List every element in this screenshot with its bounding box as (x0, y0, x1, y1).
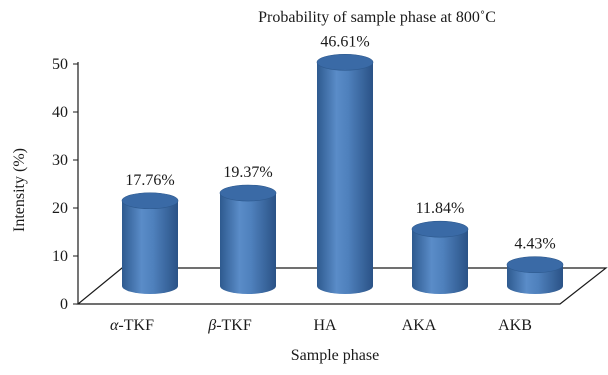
y-tick-label: 40 (52, 104, 68, 121)
data-label: 46.61% (320, 33, 369, 50)
y-tick-label: 0 (60, 296, 68, 313)
y-axis-ticks: 0 10 20 30 40 50 (52, 56, 78, 313)
y-tick-label: 10 (52, 248, 68, 265)
bar-body (317, 62, 373, 294)
bar-body (507, 264, 563, 294)
x-tick-label: AKA (402, 317, 437, 334)
bar-body (412, 229, 468, 294)
bar-top (506, 256, 564, 274)
x-tick-label: β-TKF (207, 317, 252, 334)
chart-title: Probability of sample phase at 800˚C (258, 9, 496, 26)
bar-top (316, 53, 374, 71)
bar-top (121, 192, 179, 210)
x-axis-title: Sample phase (291, 347, 379, 364)
x-tick-label: α-TKF (110, 317, 154, 334)
data-label: 11.84% (416, 200, 465, 217)
data-label: 19.37% (223, 164, 272, 181)
bars-group (121, 53, 564, 294)
bar (121, 192, 179, 294)
bar (219, 184, 277, 294)
x-axis-labels: α-TKF β-TKF HA AKA AKB (110, 317, 532, 334)
bar-body (220, 193, 276, 294)
data-label: 17.76% (125, 172, 174, 189)
bar (506, 256, 564, 294)
bar (411, 220, 469, 294)
data-label: 4.43% (514, 236, 555, 253)
bar-top (219, 184, 277, 202)
bar-body (122, 200, 178, 294)
y-axis-title: Intensity (%) (11, 148, 28, 232)
x-tick-label: HA (313, 317, 337, 334)
data-labels-group: 17.76% 19.37% 46.61% 11.84% 4.43% (125, 33, 555, 252)
y-tick-label: 30 (52, 152, 68, 169)
y-tick-label: 50 (52, 56, 68, 73)
bar (316, 53, 374, 294)
y-tick-label: 20 (52, 200, 68, 217)
x-tick-label: AKB (498, 317, 532, 334)
bar-top (411, 220, 469, 238)
